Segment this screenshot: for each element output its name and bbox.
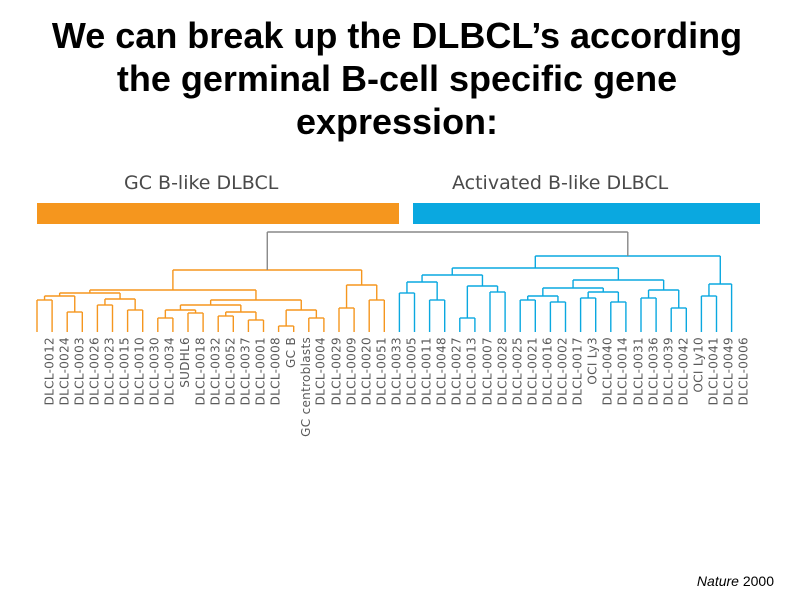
sample-label-text: DLCL-0052	[223, 337, 238, 406]
sample-label-text: DLCL-0008	[268, 337, 283, 406]
sample-label-text: DLCL-0012	[42, 337, 56, 406]
sample-label-text: DLCL-0033	[389, 337, 404, 406]
abc-group-label: Activated B-like DLBCL	[452, 172, 669, 194]
sample-label-text: DLCL-0010	[132, 337, 147, 406]
sample-label-text: OCI Ly3	[585, 337, 600, 385]
gc-group-label: GC B-like DLBCL	[124, 172, 279, 194]
sample-label-text: DLCL-0036	[646, 337, 660, 406]
sample-label-text: DLCL-0006	[736, 337, 751, 406]
sample-label-text: DLCL-0048	[434, 337, 449, 406]
sample-label-text: DLCL-0009	[344, 337, 358, 406]
sample-label-text: DLCL-0025	[510, 337, 525, 406]
abc-group-bar	[413, 203, 760, 224]
title-line-1: We can break up the DLBCL’s according	[51, 15, 743, 56]
title-line-3: expression:	[295, 101, 499, 142]
sample-label-text: DLCL-0015	[117, 337, 132, 406]
sample-label-text: DLCL-0007	[479, 337, 494, 406]
sample-label-text: DLCL-0004	[313, 337, 328, 406]
sample-label-text: DLCL-0051	[374, 337, 389, 406]
sample-label-text: DLCL-0020	[359, 337, 374, 406]
title-line-2: the germinal B-cell specific gene	[116, 58, 678, 99]
sample-label-text: DLCL-0041	[706, 337, 721, 406]
sample-label-text: DLCL-0014	[615, 337, 630, 406]
gc-group-bar	[37, 203, 399, 224]
citation-year: 2000	[742, 573, 774, 589]
sample-label-text: DLCL-0028	[495, 337, 509, 406]
sample-label-text: DLCL-0027	[449, 337, 464, 406]
sample-label-text: DLCL-0011	[419, 337, 434, 406]
sample-label-text: DLCL-0021	[525, 337, 540, 406]
sample-label-text: DLCL-0005	[404, 337, 419, 406]
sample-label-text: DLCL-0037	[238, 337, 253, 406]
sample-label-text: DLCL-0042	[676, 337, 691, 406]
sample-label-text: GC B	[283, 337, 298, 368]
sample-label-text: DLCL-0049	[721, 337, 736, 406]
sample-label-text: DLCL-0031	[630, 337, 645, 406]
sample-label-text: DLCL-0034	[162, 337, 177, 406]
sample-label-text: DLCL-0029	[328, 337, 343, 406]
citation: Nature 2000	[697, 573, 774, 589]
sample-label-text: DLCL-0040	[600, 337, 615, 406]
sample-label-text: DLCL-0039	[661, 337, 676, 406]
sample-label-text: GC centroblasts	[298, 337, 313, 437]
sample-label-text: DLCL-0030	[147, 337, 162, 406]
sample-label-text: DLCL-0003	[72, 337, 87, 406]
sample-label-text: DLCL-0024	[57, 337, 72, 406]
sample-label-text: SUDHL6	[177, 337, 192, 388]
sample-label-text: OCI Ly10	[691, 337, 706, 393]
sample-label-text: DLCL-0016	[540, 337, 555, 406]
sample-label-text: DLCL-0018	[193, 337, 207, 406]
sample-label-text: DLCL-0001	[253, 337, 268, 406]
sample-label-text: DLCL-0002	[555, 337, 570, 406]
sample-label-text: DLCL-0026	[87, 337, 102, 406]
sample-label-text: DLCL-0032	[208, 337, 223, 406]
sample-label-text: DLCL-0013	[464, 337, 479, 406]
slide-title: We can break up the DLBCL’s according th…	[0, 14, 794, 143]
sample-label-text: DLCL-0023	[102, 337, 117, 406]
sample-label-text: DLCL-0017	[570, 337, 585, 406]
citation-journal: Nature	[696, 573, 739, 589]
